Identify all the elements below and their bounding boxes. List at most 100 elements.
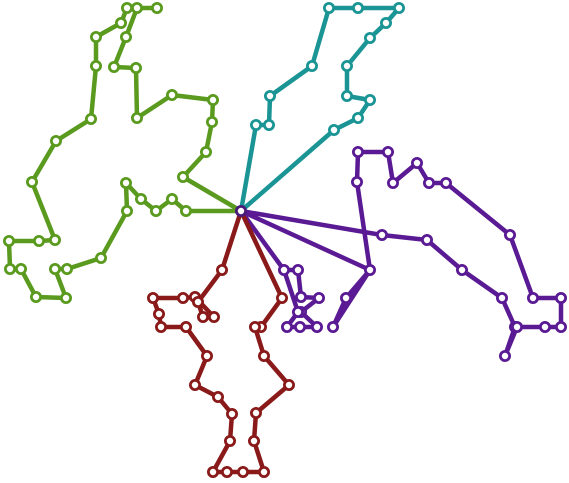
- purple-stop-node: [386, 176, 399, 189]
- green-stop-node: [121, 2, 134, 14]
- green-stop-node: [121, 204, 134, 217]
- green-stop-node: [130, 2, 143, 14]
- teal-stop-node: [351, 2, 364, 14]
- red-stop-node: [249, 406, 262, 419]
- green-stop-node: [90, 31, 103, 44]
- purple-stop-node: [280, 320, 293, 333]
- purple-stop-node: [277, 263, 290, 276]
- purple-stop-node: [291, 263, 304, 276]
- green-stop-node: [199, 145, 212, 158]
- purple-stop-node: [381, 145, 394, 158]
- teal-stop-node: [340, 90, 353, 103]
- green-stop-node: [149, 204, 162, 217]
- green-stop-node: [85, 113, 98, 126]
- green-stop-node: [50, 134, 63, 147]
- hub-layer: [234, 204, 247, 217]
- purple-stop-node: [422, 176, 435, 189]
- teal-stop-node: [379, 16, 392, 29]
- teal-stop-node: [363, 32, 376, 45]
- purple-stop-node: [363, 263, 376, 276]
- green-stop-node: [14, 262, 27, 275]
- green-stop-node: [90, 60, 103, 73]
- red-stop-node: [257, 349, 270, 362]
- teal-stop-node: [249, 119, 262, 132]
- red-stop-node: [152, 307, 165, 320]
- purple-stop-node: [455, 263, 468, 276]
- green-stop-node: [134, 192, 147, 205]
- green-stop-node: [176, 170, 189, 183]
- red-stop-node: [211, 390, 224, 403]
- red-stop-node: [206, 465, 219, 478]
- red-stop-node: [207, 310, 220, 323]
- green-stop-node: [150, 2, 163, 14]
- green-stop-node: [179, 204, 192, 217]
- green-stop-node: [29, 290, 42, 303]
- teal-stop-node: [351, 112, 364, 125]
- purple-stop-node: [410, 156, 423, 169]
- red-stop-node: [176, 291, 189, 304]
- teal-stop-node: [263, 90, 276, 103]
- purple-stop-node: [291, 305, 304, 318]
- green-stop-node: [120, 176, 133, 189]
- route-stops: [3, 2, 568, 478]
- red-stop-node: [191, 295, 204, 308]
- green-stop-node: [61, 262, 74, 275]
- purple-stop-node: [294, 290, 307, 303]
- purple-stop-node: [527, 291, 540, 304]
- purple-stop-node: [312, 291, 325, 304]
- green-stop-node: [3, 234, 15, 247]
- purple-stop-node: [555, 291, 568, 304]
- red-stop-node: [225, 407, 238, 420]
- green-stop-node: [129, 62, 142, 75]
- teal-stop-node: [322, 2, 335, 14]
- green-stop-node: [4, 262, 16, 275]
- red-stop-node: [146, 291, 159, 304]
- purple-stop-node: [293, 320, 306, 333]
- purple-stop-node: [350, 175, 363, 188]
- green-stop-node: [130, 112, 143, 125]
- hub-node: [234, 204, 247, 217]
- red-stop-node: [247, 434, 260, 447]
- purple-stop-node: [310, 320, 323, 333]
- purple-stop-node: [420, 233, 433, 246]
- green-stop-node: [25, 175, 38, 188]
- red-stop-node: [179, 320, 192, 333]
- red-route-line-1: [150, 208, 292, 475]
- green-stop-node: [95, 251, 108, 264]
- green-stop-node: [49, 233, 62, 246]
- purple-stop-node: [375, 228, 388, 241]
- green-stop-node: [60, 291, 73, 304]
- red-stop-node: [282, 378, 295, 391]
- green-stop-node: [115, 16, 128, 29]
- green-stop-node: [49, 262, 62, 275]
- red-stop-node: [196, 310, 209, 323]
- purple-stop-node: [326, 320, 339, 333]
- red-stop-node: [215, 263, 228, 276]
- red-stop-node: [220, 465, 233, 478]
- purple-stop-node: [503, 228, 516, 241]
- teal-stop-node: [340, 60, 353, 73]
- red-stop-node: [223, 434, 236, 447]
- red-stop-node: [154, 320, 167, 333]
- green-stop-node: [108, 61, 121, 74]
- green-stop-node: [165, 89, 178, 102]
- route-lines: [6, 5, 564, 475]
- teal-stop-node: [363, 94, 376, 107]
- purple-stop-node: [539, 320, 552, 333]
- teal-route-line-1: [238, 5, 402, 214]
- red-stop-node: [257, 465, 270, 478]
- teal-stop-node: [327, 124, 340, 137]
- teal-stop-node: [262, 119, 275, 132]
- red-stop-node: [236, 465, 249, 478]
- purple-stop-node: [555, 320, 568, 333]
- green-stop-node: [33, 234, 46, 247]
- red-stop-node: [248, 320, 261, 333]
- green-stop-node: [205, 116, 218, 129]
- purple-stop-node: [439, 176, 452, 189]
- green-stop-node: [120, 31, 133, 44]
- purple-stop-node: [495, 291, 508, 304]
- purple-stop-node: [339, 291, 352, 304]
- red-stop-node: [200, 349, 213, 362]
- red-stop-node: [188, 378, 201, 391]
